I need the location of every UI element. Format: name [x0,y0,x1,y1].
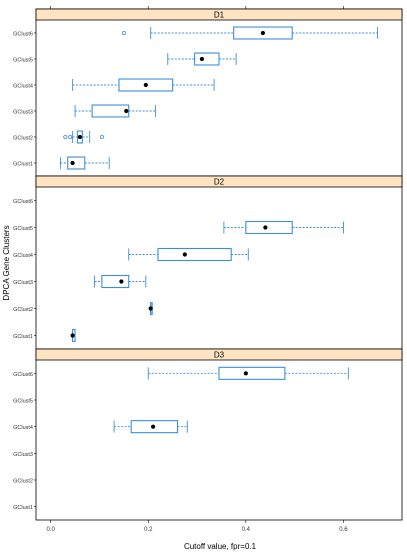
iqr-box [91,104,130,118]
box-gclust1 [59,156,110,170]
iqr-box [76,130,83,144]
iqr-box [218,366,286,380]
iqr-box [194,52,220,66]
axes-group: 0.0 0.2 0.4 0.6 [46,6,348,533]
box-gclust5 [167,52,237,66]
box-gclust3 [94,274,147,289]
panel-title: D1 [214,11,225,20]
category-label: GClust3 [13,110,33,116]
panel-frame [35,8,403,177]
median-dot [77,134,83,140]
median-dot [243,371,248,376]
median-dot [151,424,156,429]
x-tick-label: 0.4 [242,527,251,533]
panel-title: D2 [214,178,225,187]
iqr-box [101,274,130,289]
median-dot [148,306,153,311]
panel-strip [35,348,403,361]
box-gclust4 [72,78,215,92]
category-label: GClust1 [13,334,33,340]
iqr-box [233,26,293,40]
box-gclust6 [147,366,349,380]
box-gclust2 [63,130,104,144]
box-gclust5 [223,220,344,235]
median-dot [119,279,124,284]
category-label: GClust6 [13,199,33,205]
median-dot [182,252,187,257]
outlier-point [121,30,126,35]
x-tick-label: 0.2 [144,527,153,533]
category-label: GClust2 [13,136,33,142]
box-gclust6 [121,26,379,40]
category-label: GClust3 [13,452,33,458]
median-dot [70,160,75,166]
panel-d2: D2 GClust1 GClust2 GClust3 GClust4 GClust5 GCl… [13,175,403,350]
panel-strip [35,175,403,188]
panel-title: D3 [214,351,225,360]
iqr-box [67,156,86,170]
category-label: GClust1 [13,505,33,511]
category-label: GClust6 [13,372,33,378]
iqr-box [130,420,179,434]
panel-strip [35,8,403,21]
panels-group: D1 GClust1 GClust2 GClust3 GClust4 GClust5 GCl… [13,8,403,521]
category-label: GClust6 [13,32,33,38]
x-tick-label: 0.6 [339,527,348,533]
box-gclust4 [128,247,249,262]
x-axis-label: Cutoff value, fpr=0.1 [184,542,257,551]
category-label: GClust5 [13,399,33,405]
panel-d1: D1 GClust1 GClust2 GClust3 GClust4 GClust5 GCl… [13,8,403,177]
median-dot [143,82,148,88]
outlier-point [99,134,104,139]
median-dot [124,108,129,114]
median-dot [260,30,266,36]
category-label: GClust5 [13,58,33,64]
category-label: GClust2 [13,307,33,313]
category-label: GClust5 [13,226,33,232]
category-label: GClust2 [13,479,33,485]
box-gclust4 [113,420,188,434]
x-tick-label: 0.0 [46,527,55,533]
category-label: GClust3 [13,280,33,286]
box-gclust1 [70,328,76,343]
box-gclust3 [74,104,157,118]
median-dot [263,225,268,230]
median-dot [70,333,75,338]
panel-frame [35,175,403,350]
box-gclust2 [148,301,153,316]
category-label: GClust4 [13,425,33,431]
category-label: GClust1 [13,162,33,168]
y-axis-label: DPCA Gene Clusters [2,225,11,300]
iqr-box [245,220,293,235]
iqr-box [157,247,232,262]
iqr-box [118,78,174,92]
category-label: GClust4 [13,253,33,259]
category-label: GClust4 [13,84,33,90]
median-dot [199,56,205,62]
panel-d3: D3 GClust1 GClust2 GClust3 GClust4 GClust5 GCl… [13,348,403,521]
outlier-point [63,134,68,139]
outlier-point [68,134,73,139]
